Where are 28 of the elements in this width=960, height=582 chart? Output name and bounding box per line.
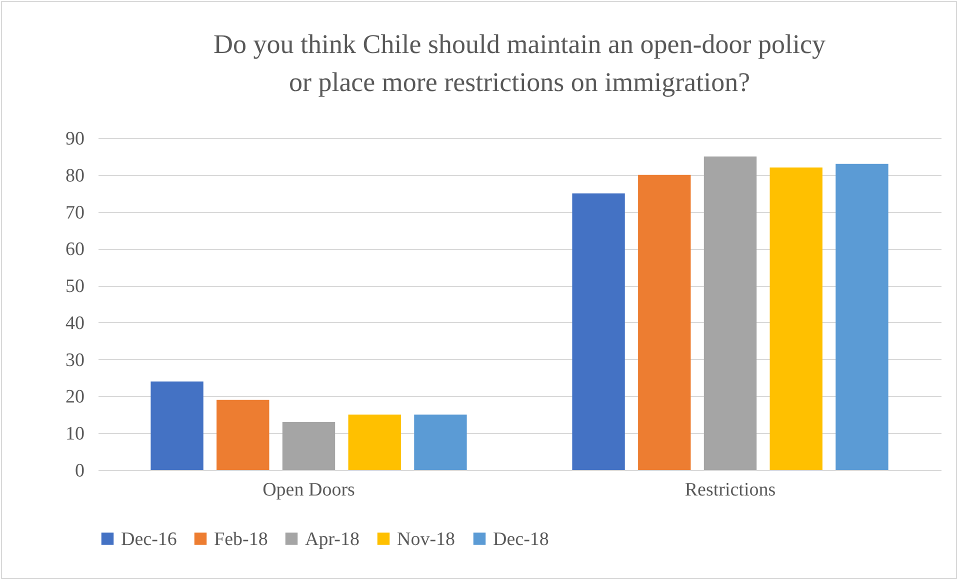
bar <box>572 193 625 470</box>
bar <box>282 422 336 470</box>
y-tick-label: 50 <box>66 276 84 298</box>
bar <box>414 414 467 470</box>
y-tick-label: 10 <box>66 424 84 445</box>
x-tick-label: Restrictions <box>684 480 776 500</box>
bar <box>704 156 757 470</box>
x-tick-label: Open Doors <box>262 480 355 500</box>
bar <box>638 174 691 470</box>
legend-label: Dec-16 <box>121 528 177 550</box>
legend-label: Apr-18 <box>305 528 360 550</box>
y-tick-label: 80 <box>66 165 84 186</box>
chart-title: Do you think Chile should maintain an open-door policy or place more restrictions on immigration? <box>214 29 826 97</box>
legend-label: Nov-18 <box>397 528 456 550</box>
y-tick-label: 60 <box>66 239 84 260</box>
y-tick-label: 30 <box>66 350 84 371</box>
bar <box>770 168 822 470</box>
y-tick-label: 0 <box>75 460 84 482</box>
bar <box>150 381 204 470</box>
bar <box>836 164 888 470</box>
y-tick-label: 40 <box>66 312 84 334</box>
legend-label: Dec-18 <box>493 528 549 550</box>
y-tick-label: 90 <box>66 128 84 150</box>
y-tick-label: 70 <box>66 202 84 224</box>
legend-label: Feb-18 <box>214 528 268 550</box>
bar <box>348 414 401 470</box>
bar <box>216 400 270 470</box>
y-tick-label: 20 <box>66 386 84 408</box>
